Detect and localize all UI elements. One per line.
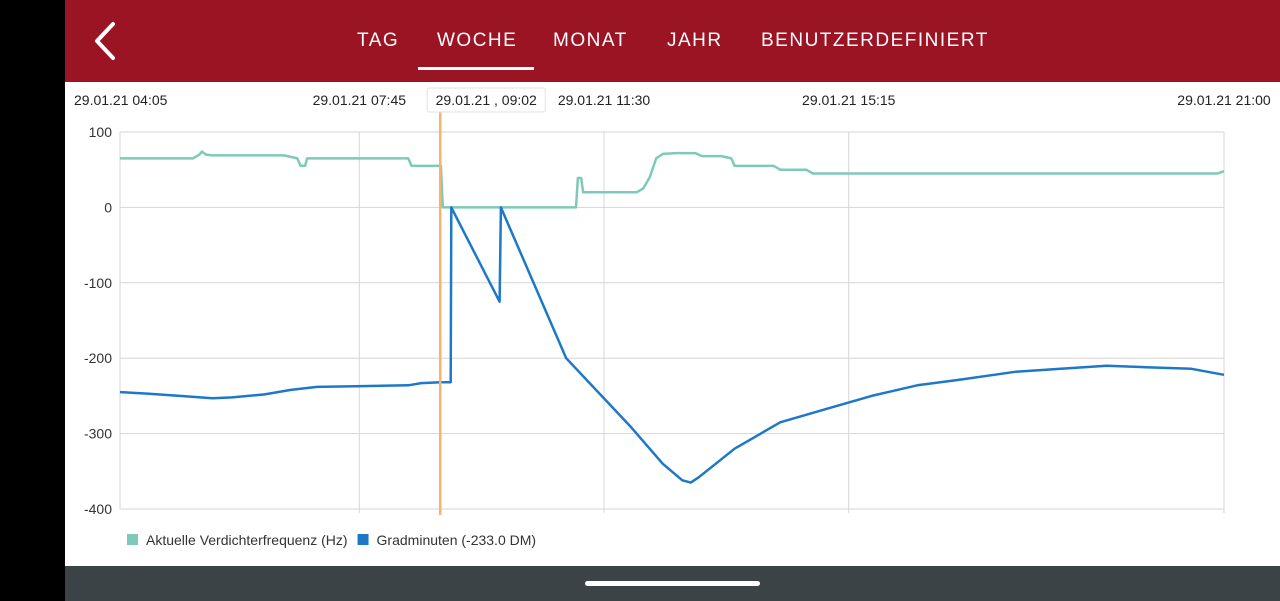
- y-tick-label: 100: [89, 124, 113, 140]
- active-tab-indicator: [418, 67, 534, 70]
- back-button[interactable]: [87, 18, 127, 64]
- chart-area[interactable]: 100 0 -100 -200 -300 -400 29.01.21 04:05 29.01.…: [65, 82, 1280, 566]
- series-line-gradminuten: [119, 206, 1225, 484]
- crosshair-tooltip-label: 29.01.21 , 09:02: [436, 92, 537, 108]
- chevron-left-icon: [95, 22, 115, 60]
- y-tick-label: 0: [104, 199, 112, 215]
- home-indicator[interactable]: [585, 581, 760, 586]
- y-tick-label: -400: [84, 501, 112, 517]
- crosshair-tooltip-box: [426, 87, 546, 113]
- period-tabs: TAG WOCHE MONAT JAHR BENUTZERDEFINIERT: [65, 0, 1280, 82]
- app-window: TAG WOCHE MONAT JAHR BENUTZERDEFINIERT 1…: [65, 0, 1280, 601]
- tab-woche[interactable]: WOCHE: [437, 30, 518, 51]
- legend-swatch: [357, 534, 369, 545]
- legend-swatch: [127, 534, 138, 545]
- x-tick-label: 29.01.21 15:15: [802, 92, 896, 108]
- x-tick-label: 29.01.21 04:05: [74, 92, 168, 108]
- y-tick-label: -300: [84, 426, 112, 442]
- x-tick-label: 29.01.21 07:45: [313, 92, 407, 108]
- tab-benutzerdefiniert[interactable]: BENUTZERDEFINIERT: [761, 30, 989, 51]
- y-tick-label: -200: [84, 350, 112, 366]
- tab-monat[interactable]: MONAT: [553, 30, 628, 51]
- top-app-bar: TAG WOCHE MONAT JAHR BENUTZERDEFINIERT: [65, 0, 1280, 82]
- x-tick-label: 29.01.21 21:00: [1177, 92, 1271, 108]
- legend-entry-label: Gradminuten (-233.0 DM): [377, 532, 537, 548]
- tab-jahr[interactable]: JAHR: [667, 30, 723, 51]
- system-navigation-bar: [65, 566, 1280, 601]
- tab-tag[interactable]: TAG: [357, 30, 400, 51]
- x-tick-label: 29.01.21 11:30: [558, 92, 651, 108]
- series-line-verdichterfrequenz: [120, 150, 1225, 209]
- y-tick-label: -100: [84, 275, 112, 291]
- legend-entry-label: Aktuelle Verdichterfrequenz (Hz): [146, 532, 348, 548]
- line-chart[interactable]: 100 0 -100 -200 -300 -400 29.01.21 04:05 29.01.…: [65, 82, 1280, 566]
